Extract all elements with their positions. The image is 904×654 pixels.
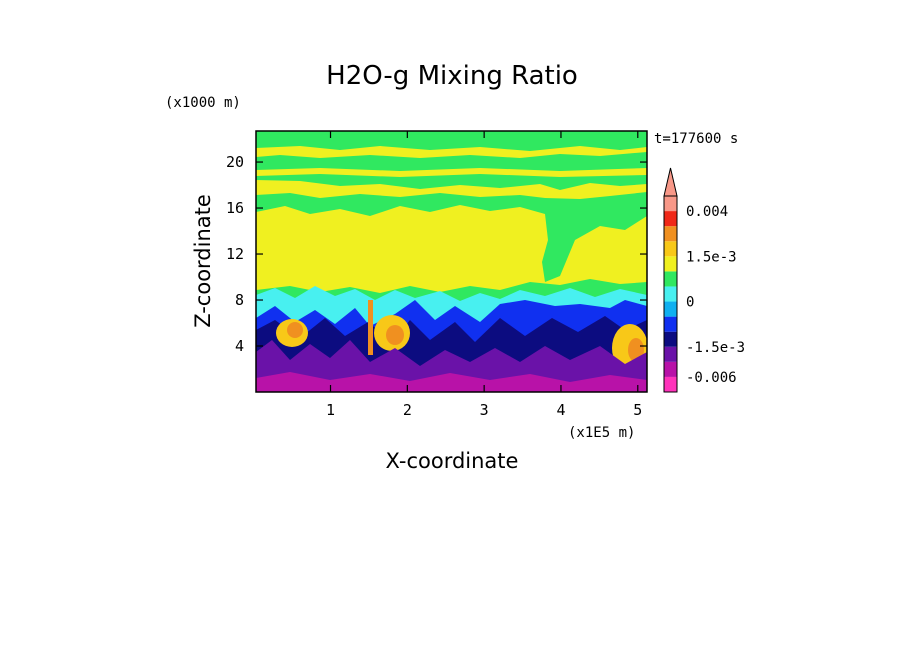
y-tick-label: 4 (235, 337, 244, 355)
colorbar-label: -1.5e-3 (686, 340, 745, 356)
contour-band-yellow-main (256, 205, 647, 293)
time-label: t=177600 s (654, 131, 738, 147)
y-tick-label: 8 (235, 291, 244, 309)
plot-frame (255, 130, 648, 393)
colorbar-swatch (664, 256, 677, 272)
colorbar-swatch (664, 271, 677, 287)
y-axis-label: Z-coordinate (191, 194, 215, 328)
colorbar-label: -0.006 (686, 370, 737, 386)
colorbar-swatch (664, 301, 677, 317)
colorbar-swatch (664, 241, 677, 257)
colorbar-label: 0.004 (686, 204, 728, 220)
colorbar-swatch (664, 376, 677, 392)
x-axis-ticks: 1 2 3 4 5 (326, 131, 642, 419)
colorbar-swatch (664, 211, 677, 227)
colorbar-swatch (664, 346, 677, 362)
contour-band-yellow-layer (256, 180, 647, 199)
x-tick-label: 1 (326, 401, 335, 419)
colorbar-label: 0 (686, 295, 694, 311)
x-tick-label: 4 (556, 401, 565, 419)
x-tick-label: 3 (480, 401, 489, 419)
colorbar: 0.004 1.5e-3 0 -1.5e-3 -0.006 (663, 167, 745, 393)
colorbar-extend-arrow (663, 167, 678, 197)
y-tick-label: 12 (226, 245, 244, 263)
x-tick-label: 2 (403, 401, 412, 419)
colorbar-swatch (664, 286, 677, 302)
y-multiplier-label: (x1000 m) (165, 95, 241, 111)
x-multiplier-label: (x1E5 m) (568, 425, 635, 441)
y-tick-label: 16 (226, 199, 244, 217)
colorbar-swatch (664, 361, 677, 377)
colorbar-label: 1.5e-3 (686, 249, 737, 265)
contour-pocket-orange-1b (287, 322, 303, 338)
y-axis-ticks: 4 8 12 16 20 (226, 153, 647, 355)
contour-pocket-orange-2b (386, 325, 404, 345)
colorbar-swatch (664, 316, 677, 332)
chart-title: H2O-g Mixing Ratio (326, 61, 578, 91)
contour-pocket-red-column (368, 300, 373, 355)
x-axis-label: X-coordinate (386, 449, 519, 473)
colorbar-swatch (664, 226, 677, 242)
colorbar-swatch (664, 331, 677, 347)
contour-band-yellow-stripe (256, 168, 647, 177)
contour-band-magenta-base (256, 372, 647, 392)
x-tick-label: 5 (633, 401, 642, 419)
colorbar-swatch (664, 196, 677, 212)
y-tick-label: 20 (226, 153, 244, 171)
contour-field (256, 131, 647, 392)
contour-band-yellow-upper (256, 146, 647, 158)
